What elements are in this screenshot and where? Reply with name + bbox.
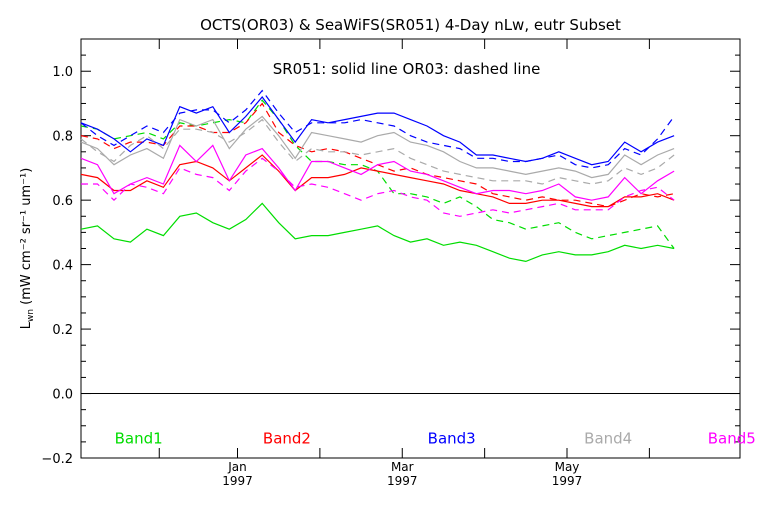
x-tick-label-year: 1997 [387,474,418,488]
band5-or03-dashed-line [81,157,675,217]
band4-sr051-solid-line [80,115,675,179]
y-tick-label: 0.4 [52,259,73,274]
legend-band4: Band4 [584,429,632,447]
y-tick-label: 0.0 [52,388,73,403]
y-axis-label: Lwn (mW cm⁻² sr⁻¹ um⁻¹) [19,168,36,330]
legend-band5: Band5 [708,429,756,447]
legend-band2: Band2 [263,429,311,447]
band3-or03-dashed-line [80,89,675,169]
band5-sr051-solid-line [80,144,675,201]
band1-sr051-solid-line [80,202,675,263]
y-tick-label: 0.6 [52,194,73,209]
y-tick-label: −0.2 [41,452,73,467]
y-tick-label: 0.8 [52,130,73,145]
y-tick-label: 0.2 [52,323,73,338]
band2-or03-dashed-line [80,102,675,208]
band4-or03-dashed-line [80,118,675,185]
x-tick-label-month: Jan [227,460,247,474]
x-tick-label-year: 1997 [222,474,253,488]
legend-band3: Band3 [428,429,476,447]
band3-sr051-solid-line [80,96,675,166]
x-tick-label-month: Mar [391,460,414,474]
x-tick-label-month: May [555,460,580,474]
line-style-annotation: SR051: solid line OR03: dashed line [273,60,541,78]
y-tick-label: 1.0 [52,65,73,80]
chart-title: OCTS(OR03) & SeaWiFS(SR051) 4-Day nLw, e… [200,16,621,34]
band2-sr051-solid-line [80,154,675,208]
legend-band1: Band1 [115,429,163,447]
x-tick-label-year: 1997 [552,474,583,488]
